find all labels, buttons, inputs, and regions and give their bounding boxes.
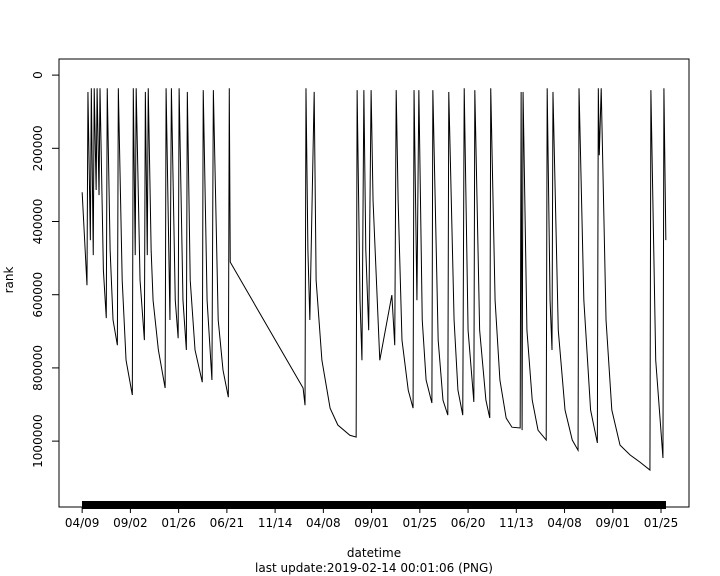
x-tick-label: 04/09 [65,516,100,530]
x-tick-label: 06/20 [451,516,486,530]
y-tick-label: 400000 [31,199,45,245]
x-tick-label: 09/01 [354,516,389,530]
y-tick-label: 600000 [31,272,45,318]
x-tick-label: 06/21 [210,516,245,530]
x-tick-label: 11/14 [258,516,293,530]
y-tick-label: 800000 [31,345,45,391]
x-tick-label: 04/08 [547,516,582,530]
y-axis-label: rank [2,267,16,294]
x-tick-label: 01/25 [403,516,438,530]
x-tick-label: 01/25 [644,516,679,530]
y-tick-label: 200000 [31,125,45,171]
x-tick-label: 04/08 [306,516,341,530]
line [81,88,667,472]
x-tick-label: 09/01 [595,516,630,530]
x-tick-label: 01/26 [161,516,196,530]
x-tick-label: 11/13 [499,516,534,530]
x-axis-label: datetime [347,546,401,560]
y-tick-label: 0 [31,71,45,79]
x-tick-label: 09/02 [113,516,148,530]
y-tick-label: 1000000 [31,414,45,467]
caption: last update:2019-02-14 00:01:06 (PNG) [255,561,493,575]
x-axis-rug [82,501,666,509]
